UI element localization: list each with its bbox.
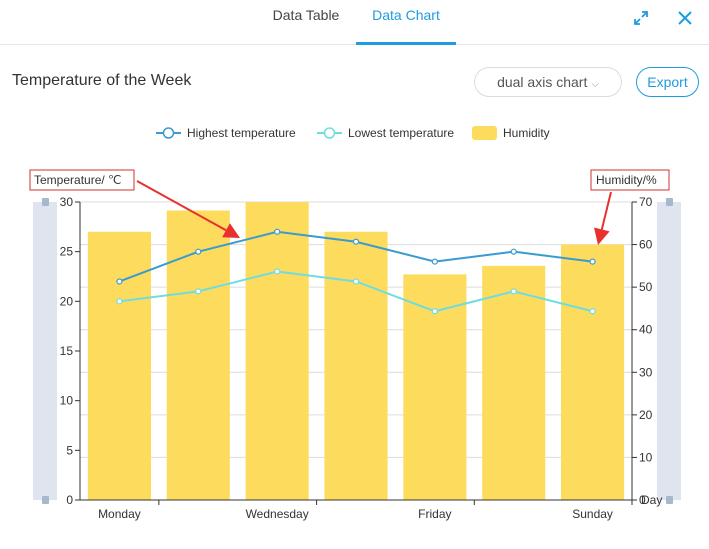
chart-type-select[interactable]: dual axis chart ⌵ [474, 67, 622, 97]
tab-data-chart[interactable]: Data Chart [356, 0, 456, 45]
export-button[interactable]: Export [636, 67, 699, 97]
zoom-handle-right-top [666, 198, 673, 206]
chart-type-value: dual axis chart [497, 74, 588, 90]
legend-lowest-marker [323, 127, 336, 139]
point-lowest-temperature [116, 298, 123, 305]
annotation-arrow-right-head [594, 227, 610, 245]
y-right-tick-label: 10 [639, 450, 653, 464]
zoom-slider-left [33, 202, 57, 500]
bar-humidity [561, 244, 625, 500]
x-tick-label: Sunday [572, 507, 613, 521]
close-icon[interactable] [676, 9, 694, 27]
y-right-tick-label: 60 [639, 238, 653, 252]
y-left-tick-label: 10 [60, 394, 74, 408]
legend-humidity-swatch [472, 126, 497, 140]
zoom-handle-right-bottom [666, 496, 673, 504]
bar-humidity [324, 231, 388, 501]
y-left-tick-label: 0 [66, 493, 73, 507]
x-tick-label: Friday [418, 507, 451, 521]
point-lowest-temperature [431, 308, 438, 315]
y-right-tick-label: 70 [639, 195, 653, 209]
zoom-handle-left-bottom [42, 496, 49, 504]
expand-icon[interactable] [632, 9, 650, 27]
y-left-label-box [29, 169, 135, 191]
point-lowest-temperature [589, 308, 596, 315]
legend-highest-label: Highest temperature [187, 126, 296, 140]
bar-humidity [482, 265, 546, 500]
bar-humidity [245, 202, 309, 500]
y-right-tick-label: 0 [639, 493, 646, 507]
annotation-arrow-left-head [222, 223, 240, 238]
zoom-slider-right [657, 202, 681, 500]
point-lowest-temperature [195, 288, 202, 295]
y-left-tick-label: 30 [60, 195, 74, 209]
y-left-tick-label: 5 [66, 443, 73, 457]
y-right-label-box [590, 169, 670, 191]
dual-axis-chart: 0 5 10 15 20 25 30 0 10 20 30 40 50 60 70 Monday Wednesd… [29, 126, 681, 521]
y-right-tick-label: 50 [639, 280, 653, 294]
point-highest-temperature [589, 258, 596, 265]
bar-humidity [87, 231, 151, 501]
zoom-handle-left-top [42, 198, 49, 206]
point-highest-temperature [195, 248, 202, 255]
annotation-arrow-right-shaft [600, 191, 612, 230]
y-left-tick-label: 25 [60, 245, 74, 259]
page-title: Temperature of the Week [12, 72, 192, 89]
y-right-tick-label: 30 [639, 365, 653, 379]
chevron-down-icon: ⌵ [591, 79, 599, 90]
point-highest-temperature [510, 248, 517, 255]
tab-bar: Data Table Data Chart [0, 0, 709, 45]
y-left-tick-label: 20 [60, 294, 74, 308]
legend-highest-marker [162, 127, 175, 139]
x-tick-label: Wednesday [246, 507, 309, 521]
point-highest-temperature [116, 278, 123, 285]
legend-lowest-label: Lowest temperature [348, 126, 454, 140]
point-lowest-temperature [510, 288, 517, 295]
y-right-tick-label: 40 [639, 323, 653, 337]
annotation-arrow-left-shaft [136, 180, 227, 232]
legend-humidity-label: Humidity [503, 126, 550, 140]
point-lowest-temperature [274, 268, 281, 275]
y-right-label: Humidity/% [596, 173, 657, 187]
x-tick-label: Monday [98, 507, 141, 521]
x-axis-label: Day [641, 493, 662, 507]
point-highest-temperature [352, 238, 360, 245]
tab-data-table[interactable]: Data Table [272, 7, 340, 23]
y-left-tick-label: 15 [60, 344, 74, 358]
point-highest-temperature [431, 258, 438, 265]
y-right-tick-label: 20 [639, 408, 653, 422]
point-highest-temperature [274, 228, 281, 235]
y-left-label: Temperature/ ℃ [34, 173, 122, 187]
point-lowest-temperature [352, 278, 360, 285]
